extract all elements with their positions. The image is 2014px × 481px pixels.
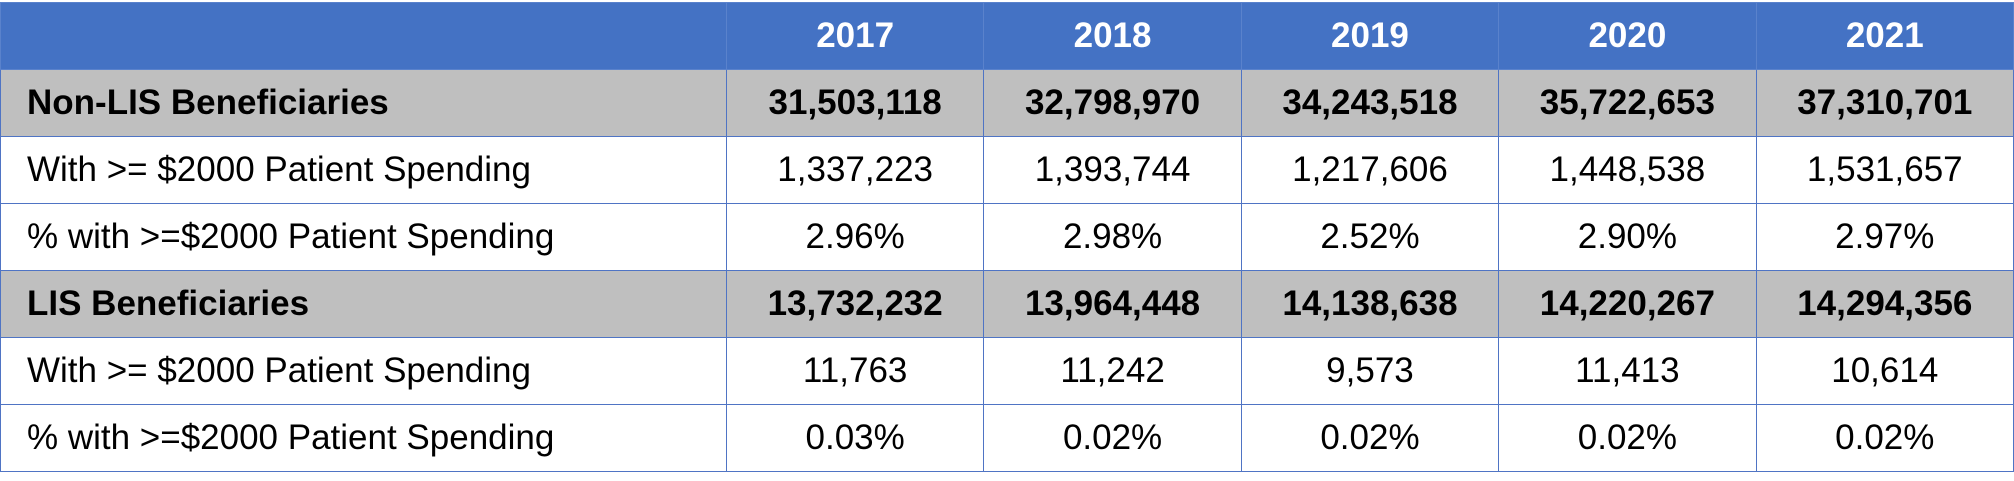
cell-2017: 13,732,232 <box>725 270 985 338</box>
cell-2017: 2.96% <box>725 203 985 271</box>
row-label: With >= $2000 Patient Spending <box>0 337 727 405</box>
table-header-row: 2017 2018 2019 2020 2021 <box>0 2 2014 70</box>
cell-2017: 1,337,223 <box>725 136 985 204</box>
row-label: With >= $2000 Patient Spending <box>0 136 727 204</box>
row-label: LIS Beneficiaries <box>0 270 727 338</box>
cell-2020: 35,722,653 <box>1498 69 1757 137</box>
header-year-2018: 2018 <box>983 2 1242 70</box>
cell-2020: 0.02% <box>1498 404 1757 472</box>
header-year-2020: 2020 <box>1498 2 1757 70</box>
table-row-lis-with-spending: With >= $2000 Patient Spending 11,763 11… <box>0 337 2014 405</box>
cell-2021: 0.02% <box>1755 404 2014 472</box>
header-year-2019: 2019 <box>1240 2 1500 70</box>
table-row-lis-percent-spending: % with >=$2000 Patient Spending 0.03% 0.… <box>0 404 2014 472</box>
cell-2019: 14,138,638 <box>1240 270 1500 338</box>
table-row-non-lis-percent-spending: % with >=$2000 Patient Spending 2.96% 2.… <box>0 203 2014 271</box>
cell-2018: 13,964,448 <box>983 270 1242 338</box>
row-label: % with >=$2000 Patient Spending <box>0 404 727 472</box>
cell-2019: 2.52% <box>1240 203 1500 271</box>
cell-2018: 1,393,744 <box>983 136 1242 204</box>
cell-2018: 0.02% <box>983 404 1242 472</box>
cell-2020: 2.90% <box>1498 203 1757 271</box>
cell-2021: 10,614 <box>1755 337 2014 405</box>
cell-2017: 31,503,118 <box>725 69 985 137</box>
cell-2019: 0.02% <box>1240 404 1500 472</box>
table-row-lis-beneficiaries: LIS Beneficiaries 13,732,232 13,964,448 … <box>0 270 2014 338</box>
cell-2018: 11,242 <box>983 337 1242 405</box>
cell-2020: 11,413 <box>1498 337 1757 405</box>
cell-2021: 2.97% <box>1755 203 2014 271</box>
row-label: % with >=$2000 Patient Spending <box>0 203 727 271</box>
table-row-non-lis-with-spending: With >= $2000 Patient Spending 1,337,223… <box>0 136 2014 204</box>
cell-2019: 34,243,518 <box>1240 69 1500 137</box>
cell-2020: 1,448,538 <box>1498 136 1757 204</box>
header-year-2017: 2017 <box>725 2 985 70</box>
header-year-2021: 2021 <box>1755 2 2014 70</box>
cell-2018: 2.98% <box>983 203 1242 271</box>
cell-2017: 0.03% <box>725 404 985 472</box>
header-label-cell <box>0 2 727 70</box>
row-label: Non-LIS Beneficiaries <box>0 69 727 137</box>
cell-2021: 14,294,356 <box>1755 270 2014 338</box>
cell-2019: 1,217,606 <box>1240 136 1500 204</box>
cell-2021: 1,531,657 <box>1755 136 2014 204</box>
beneficiary-spending-table: 2017 2018 2019 2020 2021 Non-LIS Benefic… <box>0 2 2014 472</box>
table-row-non-lis-beneficiaries: Non-LIS Beneficiaries 31,503,118 32,798,… <box>0 69 2014 137</box>
cell-2018: 32,798,970 <box>983 69 1242 137</box>
cell-2020: 14,220,267 <box>1498 270 1757 338</box>
cell-2017: 11,763 <box>725 337 985 405</box>
cell-2021: 37,310,701 <box>1755 69 2014 137</box>
cell-2019: 9,573 <box>1240 337 1500 405</box>
